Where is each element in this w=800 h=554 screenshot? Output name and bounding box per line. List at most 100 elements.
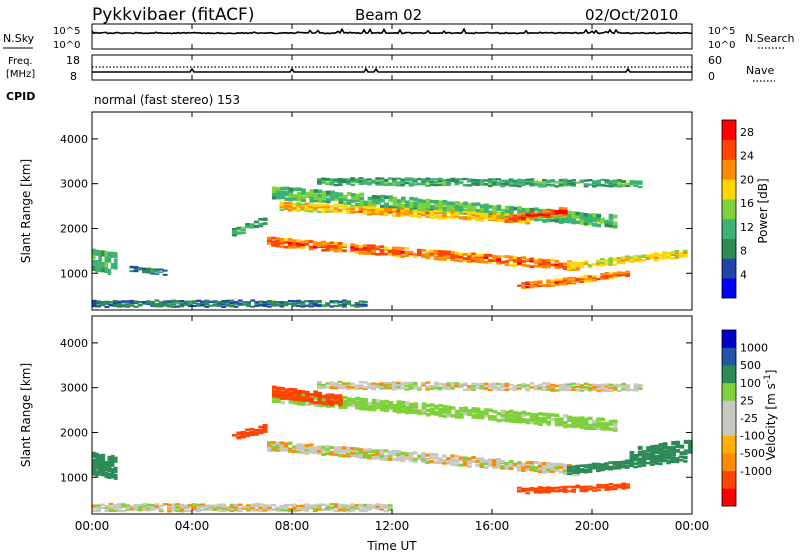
heatmap-cell — [400, 180, 406, 183]
heatmap-cell — [571, 184, 576, 187]
heatmap-cell — [579, 277, 585, 281]
heatmap-cell — [596, 426, 601, 430]
heatmap-cell — [629, 260, 634, 263]
heatmap-cell — [383, 207, 389, 211]
heatmap-cell — [296, 239, 301, 242]
heatmap-cell — [571, 465, 576, 469]
heatmap-cell — [521, 386, 526, 389]
heatmap-cell — [249, 225, 255, 229]
freq-right-tick-top: 60 — [708, 54, 722, 67]
heatmap-cell — [367, 401, 373, 406]
heatmap-cell — [575, 472, 581, 476]
heatmap-cell — [267, 448, 272, 452]
heatmap-cell — [296, 397, 302, 402]
heatmap-cell — [208, 304, 214, 307]
heatmap-cell — [653, 259, 659, 262]
y-tick-label: 4000 — [60, 133, 88, 146]
heatmap-cell — [612, 484, 618, 487]
heatmap-cell — [429, 183, 435, 187]
heatmap-cell — [279, 301, 285, 304]
heatmap-cell — [325, 445, 331, 449]
heatmap-cell — [421, 382, 426, 385]
heatmap-cell — [409, 407, 414, 411]
heatmap-cell — [308, 448, 314, 452]
heatmap-cell — [604, 276, 610, 279]
heatmap-cell — [363, 398, 369, 402]
heatmap-cell — [413, 201, 419, 206]
heatmap-cell — [624, 258, 630, 261]
heatmap-cell — [442, 258, 447, 261]
heatmap-cell — [608, 213, 614, 218]
heatmap-cell — [608, 180, 614, 183]
heatmap-cell — [521, 410, 527, 415]
heatmap-cell — [317, 189, 323, 194]
heatmap-cell — [637, 383, 643, 387]
heatmap-cell — [362, 300, 368, 303]
heatmap-cell — [612, 383, 618, 387]
heatmap-cell — [558, 207, 564, 210]
heatmap-cell — [304, 505, 310, 509]
heatmap-cell — [108, 506, 114, 509]
heatmap-cell — [400, 196, 406, 201]
heatmap-cell — [487, 182, 493, 185]
heatmap-cell — [421, 255, 426, 258]
heatmap-cell — [575, 484, 581, 487]
heatmap-cell — [579, 416, 585, 420]
heatmap-cell — [187, 504, 193, 507]
heatmap-cell — [387, 381, 393, 385]
heatmap-cell — [450, 406, 456, 410]
heatmap-cell — [604, 389, 610, 392]
heatmap-cell — [671, 441, 676, 445]
colorbar-tick-label: 25 — [740, 394, 754, 407]
heatmap-cell — [492, 212, 497, 216]
heatmap-cell — [538, 215, 543, 220]
heatmap-cell — [312, 505, 318, 508]
heatmap-cell — [587, 275, 593, 278]
heatmap-cell — [617, 486, 622, 489]
heatmap-cell — [342, 201, 348, 206]
heatmap-cell — [417, 251, 422, 254]
heatmap-cell — [342, 450, 347, 454]
heatmap-cell — [450, 177, 456, 181]
heatmap-cell — [479, 457, 485, 461]
heatmap-cell — [354, 210, 360, 214]
velocity-heatmap — [92, 380, 693, 513]
heatmap-cell — [296, 389, 302, 394]
heatmap-cell — [325, 205, 331, 209]
heatmap-cell — [467, 208, 473, 213]
heatmap-cell — [221, 509, 226, 513]
heatmap-cell — [633, 257, 638, 260]
heatmap-cell — [404, 207, 410, 211]
heatmap-cell — [354, 180, 360, 183]
heatmap-cell — [467, 218, 472, 221]
heatmap-cell — [354, 449, 360, 453]
heatmap-cell — [496, 207, 502, 212]
heatmap-cell — [496, 382, 501, 386]
heatmap-cell — [412, 253, 418, 256]
heatmap-cell — [304, 451, 310, 455]
heatmap-cell — [350, 506, 356, 509]
heatmap-cell — [496, 460, 501, 464]
heatmap-cell — [262, 426, 268, 430]
heatmap-cell — [237, 302, 243, 305]
heatmap-cell — [275, 448, 281, 452]
heatmap-cell — [592, 489, 597, 492]
heatmap-cell — [442, 385, 447, 389]
heatmap-cell — [325, 393, 331, 397]
heatmap-cell — [653, 256, 659, 260]
heatmap-cell — [608, 263, 614, 266]
heatmap-cell — [500, 214, 506, 218]
colorbar-segment — [722, 453, 736, 472]
heatmap-cell — [387, 249, 393, 253]
heatmap-cell — [309, 399, 314, 404]
heatmap-cell — [417, 198, 423, 203]
heatmap-cell — [587, 216, 593, 221]
heatmap-cell — [362, 248, 368, 252]
heatmap-cell — [375, 385, 381, 389]
heatmap-cell — [617, 389, 622, 392]
heatmap-cell — [254, 301, 260, 304]
heatmap-cell — [379, 507, 385, 511]
colorbar-segment — [722, 470, 736, 489]
heatmap-cell — [346, 504, 351, 507]
heatmap-cell — [288, 193, 294, 198]
